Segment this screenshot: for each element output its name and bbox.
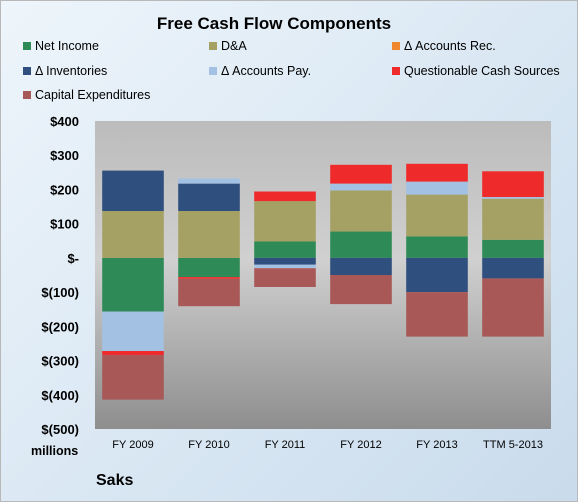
- legend-swatch: [23, 91, 31, 99]
- bar-segment: [330, 231, 392, 258]
- x-tick-label: FY 2013: [416, 439, 457, 451]
- bar-segment: [330, 190, 392, 232]
- bar-segment: [482, 198, 544, 240]
- bar-segment: [482, 197, 544, 199]
- bar-segment: [102, 170, 164, 211]
- x-tick-label: FY 2011: [265, 439, 306, 451]
- bar-segment: [254, 257, 316, 265]
- y-tick-label: $(100): [41, 285, 79, 300]
- legend-swatch: [23, 42, 31, 50]
- bar-segment: [406, 181, 468, 195]
- bar-segment: [406, 292, 468, 337]
- bar-segment: [482, 278, 544, 337]
- legend-swatch: [392, 67, 400, 75]
- bar-segment: [330, 257, 392, 275]
- legend-item-da: D&A: [209, 39, 247, 55]
- legend-label: Net Income: [35, 39, 99, 53]
- legend-item-questionable-cash-sources: Questionable Cash Sources: [392, 64, 560, 80]
- legend-swatch: [209, 42, 217, 50]
- bar-segment: [330, 275, 392, 305]
- x-tick-label: FY 2009: [112, 439, 153, 451]
- bar-segment: [178, 257, 240, 278]
- footer-label: Saks: [96, 472, 134, 489]
- bar-segment: [178, 178, 240, 184]
- y-tick-label: $-: [67, 251, 79, 266]
- bar-segment: [406, 163, 468, 182]
- legend-item-net-income: Net Income: [23, 39, 99, 55]
- y-tick-label: $400: [50, 114, 79, 129]
- legend-item-accounts-pay: Δ Accounts Pay.: [209, 64, 311, 80]
- bar-segment: [254, 201, 316, 242]
- chart-title: Free Cash Flow Components: [156, 14, 392, 33]
- x-tick-label: FY 2012: [340, 439, 381, 451]
- bar-segment: [102, 257, 164, 312]
- legend-item-inventories: Δ Inventories: [23, 64, 107, 80]
- bar-segment: [178, 278, 240, 307]
- bar-segment: [102, 351, 164, 356]
- bar-segment: [406, 257, 468, 293]
- legend-label: Δ Accounts Pay.: [221, 64, 312, 78]
- bar-segment: [254, 268, 316, 287]
- y-tick-label: $(400): [41, 388, 79, 403]
- bar-segment: [254, 191, 316, 202]
- unit-label: millions: [31, 444, 79, 458]
- x-tick-label: FY 2010: [188, 439, 229, 451]
- bar-segment: [102, 211, 164, 258]
- bar-segment: [254, 264, 316, 269]
- bar-segment: [330, 183, 392, 191]
- y-tick-label: $(300): [41, 354, 79, 369]
- legend-label: Capital Expenditures: [35, 88, 151, 102]
- x-tick-label: TTM 5-2013: [483, 439, 543, 451]
- bar-segment: [406, 236, 468, 258]
- legend-item-capital-expenditures: Capital Expenditures: [23, 88, 150, 104]
- bar-segment: [482, 257, 544, 279]
- legend-swatch: [23, 67, 31, 75]
- legend-label: Δ Inventories: [35, 64, 108, 78]
- bar-segment: [482, 171, 544, 197]
- y-tick-label: $(200): [41, 319, 79, 334]
- y-tick-label: $(500): [41, 422, 79, 437]
- bar-segment: [178, 277, 240, 279]
- legend-label: Questionable Cash Sources: [404, 64, 560, 78]
- y-tick-label: $200: [50, 182, 79, 197]
- bar-segment: [178, 183, 240, 211]
- bar-segment: [102, 311, 164, 351]
- legend-label: Δ Accounts Rec.: [404, 39, 496, 53]
- bar-segment: [102, 355, 164, 400]
- legend-swatch: [392, 42, 400, 50]
- bar-segment: [178, 211, 240, 258]
- legend-label: D&A: [221, 39, 247, 53]
- plot-area: [95, 121, 551, 429]
- legend-swatch: [209, 67, 217, 75]
- bar-segment: [406, 194, 468, 237]
- legend-item-accounts-rec: Δ Accounts Rec.: [392, 39, 496, 55]
- bar-segment: [482, 239, 544, 258]
- bar-segment: [254, 241, 316, 258]
- bar-segment: [330, 164, 392, 184]
- y-tick-label: $100: [50, 217, 79, 232]
- y-tick-label: $300: [50, 148, 79, 163]
